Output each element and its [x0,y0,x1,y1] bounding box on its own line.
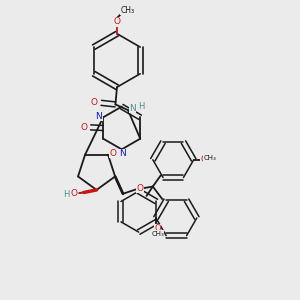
Text: O: O [201,155,207,164]
Text: N: N [95,112,102,121]
Text: O: O [110,149,116,158]
Text: H: H [64,190,70,199]
Text: N: N [119,149,126,158]
Text: O: O [113,17,121,26]
Text: O: O [81,123,88,132]
Text: CH₃: CH₃ [121,6,135,15]
Text: CH₃: CH₃ [151,231,164,237]
Text: CH₃: CH₃ [204,155,216,161]
Text: O: O [137,184,144,193]
Text: O: O [91,98,98,107]
Text: H: H [138,102,144,111]
Text: N: N [129,104,136,113]
Text: O: O [70,189,77,198]
Text: O: O [154,224,161,233]
